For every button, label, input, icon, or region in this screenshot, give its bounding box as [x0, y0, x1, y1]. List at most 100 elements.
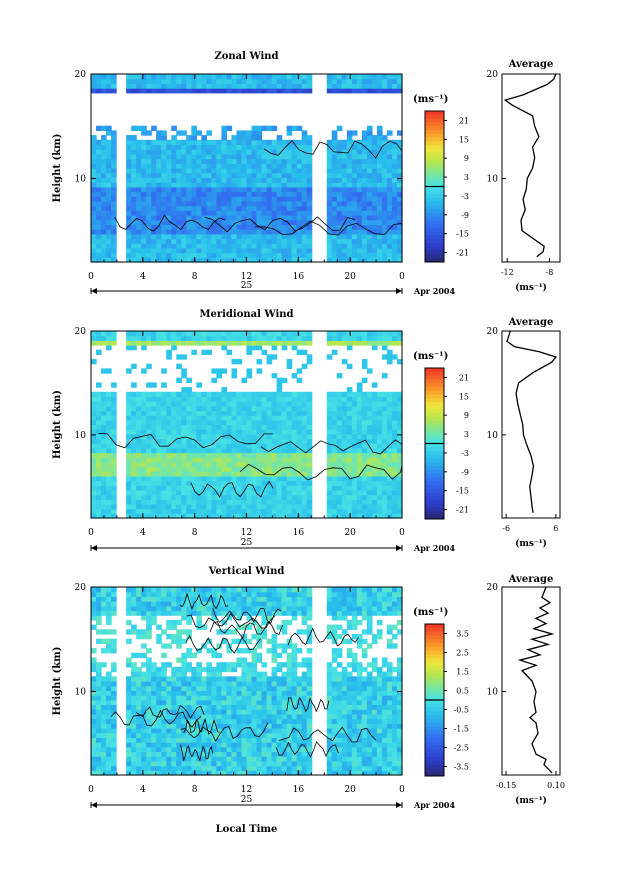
heatmap-cell: [236, 424, 243, 430]
heatmap-cell: [231, 770, 238, 776]
heatmap-cell: [381, 401, 388, 407]
heatmap-cell: [226, 513, 233, 519]
heatmap-cell: [211, 443, 218, 449]
heatmap-cell: [141, 676, 147, 682]
heatmap-cell: [111, 215, 117, 221]
heatmap-cell: [146, 410, 152, 416]
colorbar-segment: [425, 371, 444, 377]
heatmap-cell: [161, 591, 167, 597]
heatmap-cell: [156, 718, 162, 724]
heatmap-cell: [241, 163, 248, 169]
heatmap-cell: [126, 191, 132, 197]
heatmap-cell: [131, 363, 137, 369]
heatmap-cell: [266, 196, 273, 202]
heatmap-cell: [126, 601, 132, 607]
heatmap-cell: [196, 709, 202, 715]
heatmap-cell: [151, 461, 157, 468]
heatmap-cell: [221, 742, 228, 748]
heatmap-cell: [291, 415, 298, 421]
heatmap-cell: [141, 172, 147, 178]
heatmap-cell: [191, 247, 197, 254]
heatmap-cell: [301, 182, 308, 188]
heatmap-cell: [226, 461, 233, 468]
heatmap-cell: [356, 452, 363, 458]
heatmap-cell: [171, 243, 177, 249]
heatmap-cell: [266, 718, 273, 724]
heatmap-cell: [371, 396, 378, 402]
heatmap-cell: [221, 591, 228, 597]
heatmap-cell: [251, 78, 258, 84]
heatmap-cell: [206, 200, 212, 207]
heatmap-cell: [141, 742, 147, 748]
heatmap-cell: [191, 713, 197, 720]
heatmap-cell: [171, 765, 177, 771]
heatmap-cell: [181, 130, 187, 136]
heatmap-cell: [216, 601, 223, 607]
heatmap-cell: [151, 243, 157, 249]
heatmap-cell: [141, 345, 147, 351]
heatmap-cell: [181, 638, 187, 644]
heatmap-cell: [136, 676, 142, 682]
heatmap-cell: [261, 153, 268, 160]
heatmap-cell: [341, 359, 348, 365]
heatmap-cell: [251, 605, 258, 612]
heatmap-cell: [376, 503, 383, 510]
heatmap-cell: [101, 424, 107, 430]
heatmap-cell: [396, 331, 403, 337]
heatmap-cell: [366, 149, 373, 155]
heatmap-cell: [346, 415, 353, 421]
colorbar-segment: [425, 375, 444, 380]
heatmap-cell: [306, 205, 313, 211]
heatmap-cell: [141, 335, 147, 341]
heatmap-cell: [241, 158, 248, 164]
heatmap-cell: [181, 671, 187, 677]
heatmap-cell: [191, 331, 197, 337]
heatmap-cell: [306, 457, 313, 463]
heatmap-cell: [106, 331, 112, 337]
heatmap-cell: [276, 508, 283, 514]
heatmap-cell: [336, 88, 343, 94]
heatmap-cell: [391, 480, 398, 486]
heatmap-cell: [276, 186, 283, 193]
heatmap-cell: [331, 200, 338, 207]
heatmap-cell: [156, 587, 162, 593]
colorbar-segment: [425, 386, 444, 392]
heatmap-cell: [231, 219, 238, 225]
heatmap-cell: [246, 513, 253, 519]
date-axis-arrow: [396, 288, 402, 294]
heatmap-cell: [201, 690, 207, 696]
heatmap-cell: [346, 153, 353, 160]
heatmap-cell: [191, 182, 197, 188]
heatmap-cell: [206, 177, 212, 183]
heatmap-cell: [271, 354, 278, 360]
heatmap-cell: [236, 391, 243, 398]
heatmap-cell: [141, 494, 147, 500]
heatmap-cell: [391, 354, 398, 360]
heatmap-cell: [291, 499, 298, 505]
heatmap-cell: [196, 391, 202, 398]
heatmap-cell: [241, 732, 248, 738]
heatmap-cell: [231, 690, 238, 696]
heatmap-cell: [291, 200, 298, 207]
heatmap-cell: [306, 210, 313, 216]
heatmap-cell: [151, 177, 157, 183]
heatmap-cell: [251, 452, 258, 458]
heatmap-cell: [201, 587, 207, 593]
heatmap-cell: [176, 695, 182, 701]
heatmap-cell: [351, 83, 358, 89]
heatmap-cell: [391, 257, 398, 263]
heatmap-cell: [336, 172, 343, 178]
heatmap-cell: [131, 168, 137, 174]
heatmap-cell: [226, 466, 233, 472]
heatmap-cell: [221, 243, 228, 249]
heatmap-cell: [396, 139, 403, 146]
heatmap-cell: [381, 144, 388, 150]
heatmap-cell: [286, 503, 293, 510]
heatmap-cell: [146, 596, 152, 602]
heatmap-cell: [211, 144, 218, 150]
heatmap-cell: [216, 685, 223, 691]
heatmap-cell: [341, 252, 348, 258]
heatmap-cell: [181, 443, 187, 449]
heatmap-cell: [206, 257, 212, 263]
heatmap-cell: [151, 610, 157, 616]
